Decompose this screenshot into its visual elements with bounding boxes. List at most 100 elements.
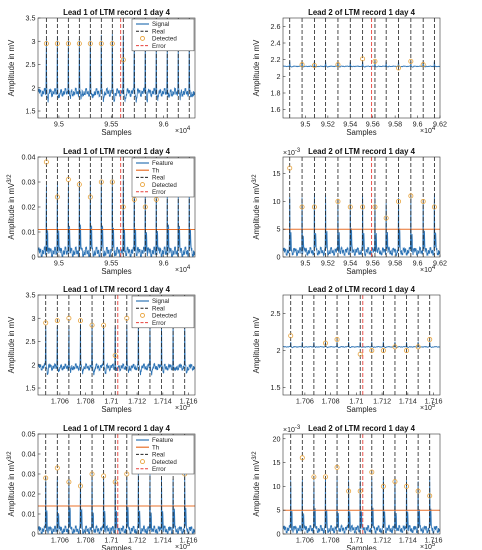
legend-label: Detected	[152, 36, 177, 43]
y-tick-label: 20	[273, 434, 281, 443]
axes-frame	[37, 17, 196, 119]
detected-marker	[347, 204, 353, 210]
signal-trace	[283, 475, 440, 534]
detected-marker	[357, 488, 363, 494]
legend-swatch	[140, 459, 145, 465]
legend-label: Error	[152, 189, 166, 196]
y-tick-label: 3.5	[26, 14, 36, 23]
x-tick-label: 9.5	[54, 259, 64, 268]
y-tick-label: 15	[273, 169, 281, 178]
x-tick-label: 1.708	[77, 536, 95, 545]
detected-marker	[43, 159, 49, 165]
x-tick-label: 1.706	[296, 536, 314, 545]
chart-title: Lead 1 of LTM record 1 day 4	[63, 8, 171, 17]
axes-frame	[37, 433, 196, 535]
legend-label: Real	[152, 305, 165, 312]
detected-marker	[112, 479, 118, 485]
x-tick-label: 9.5	[54, 120, 64, 129]
legend-label: Real	[152, 28, 165, 35]
detected-marker	[89, 322, 95, 328]
signal-trace	[283, 192, 440, 257]
y-tick-label: 5	[277, 506, 281, 515]
legend-label: Signal	[152, 298, 169, 305]
y-tick-label: 0	[277, 530, 281, 539]
x-tick-label: 1.708	[322, 397, 340, 406]
x-axis-label: Samples	[101, 267, 131, 276]
y-tick-label: 2.5	[26, 60, 36, 69]
detected-marker	[408, 58, 414, 64]
x-tick-label: 9.5	[300, 120, 310, 129]
x-tick-label: 1.706	[296, 397, 314, 406]
detected-marker	[380, 348, 386, 354]
legend-swatch	[140, 312, 145, 318]
y-tick-label: 2.2	[271, 55, 281, 64]
detected-marker	[87, 41, 93, 47]
x-tick-label: 9.6	[159, 120, 169, 129]
detected-marker	[335, 198, 341, 204]
y-axis-label: Amplitude in mV3/2	[7, 174, 16, 240]
x-exponent-label: ×105	[175, 403, 191, 412]
detected-marker	[77, 318, 83, 324]
x-tick-label: 9.5	[300, 259, 310, 268]
detected-marker	[120, 204, 126, 210]
x-tick-label: 9.56	[366, 259, 380, 268]
detected-marker	[43, 320, 49, 326]
x-tick-label: 9.62	[433, 120, 447, 129]
legend-label: Real	[152, 452, 165, 459]
legend-label: Th	[152, 167, 160, 174]
x-axis-label: Samples	[101, 544, 131, 550]
detected-marker	[335, 62, 341, 68]
detected-marker	[372, 204, 378, 210]
x-exponent-label: ×104	[420, 126, 436, 135]
y-tick-label: 2.6	[271, 22, 281, 31]
plot-area	[283, 295, 440, 395]
detected-marker	[392, 344, 398, 350]
axes-frame	[282, 17, 441, 119]
y-tick-label: 2.4	[271, 39, 281, 48]
chart-title: Lead 2 of LTM record 1 day 4	[308, 424, 416, 433]
detected-marker	[369, 469, 375, 475]
y-tick-label: 0	[277, 253, 281, 262]
detected-marker	[65, 41, 71, 47]
y-tick-label: 2	[277, 346, 281, 355]
detected-marker	[311, 204, 317, 210]
y-tick-label: 2	[32, 83, 36, 92]
axes-frame	[282, 156, 441, 258]
detected-marker	[299, 204, 305, 210]
x-tick-label: 1.71	[349, 397, 363, 406]
legend-label: Real	[152, 175, 165, 182]
detected-marker	[43, 475, 49, 481]
y-tick-label: 1.5	[26, 107, 36, 116]
chart-panel-5: 1.706 1.708 1.71 1.712 1.714 1.716 1.5 2 2.5 3 3.5…	[7, 285, 198, 414]
detected-marker	[420, 198, 426, 204]
detected-marker	[54, 41, 60, 47]
detected-marker	[66, 315, 72, 321]
detected-marker	[54, 318, 60, 324]
detected-marker	[89, 471, 95, 477]
y-axis-label: Amplitude in mV3/2	[252, 174, 261, 240]
detected-marker	[142, 204, 148, 210]
y-tick-label: 0.03	[22, 470, 36, 479]
y-axis-label: Amplitude in mV	[7, 39, 16, 97]
detected-marker	[408, 193, 414, 199]
chart-title: Lead 1 of LTM record 1 day 4	[63, 424, 171, 433]
x-tick-label: 9.6	[413, 259, 423, 268]
y-axis-label: Amplitude in mV3/2	[252, 451, 261, 517]
detected-marker	[287, 165, 293, 171]
y-tick-label: 3	[32, 37, 36, 46]
y-axis-label: Amplitude in mV	[252, 316, 261, 374]
detected-marker	[76, 41, 82, 47]
y-tick-label: 2.5	[26, 337, 36, 346]
chart-panel-1: 9.5 9.55 9.6 1.5 2 2.5 3 3.5 ×104 Lead 1 of LTM r…	[7, 8, 196, 137]
signal-trace	[38, 178, 195, 257]
x-tick-label: 9.58	[388, 120, 402, 129]
plot-area	[283, 18, 440, 118]
detected-marker	[372, 58, 378, 64]
x-tick-label: 9.58	[388, 259, 402, 268]
chart-title: Lead 2 of LTM record 1 day 4	[308, 147, 416, 156]
x-tick-label: 1.714	[399, 536, 417, 545]
x-tick-label: 9.54	[343, 120, 357, 129]
legend-swatch	[140, 182, 145, 188]
legend-label: Error	[152, 466, 166, 473]
